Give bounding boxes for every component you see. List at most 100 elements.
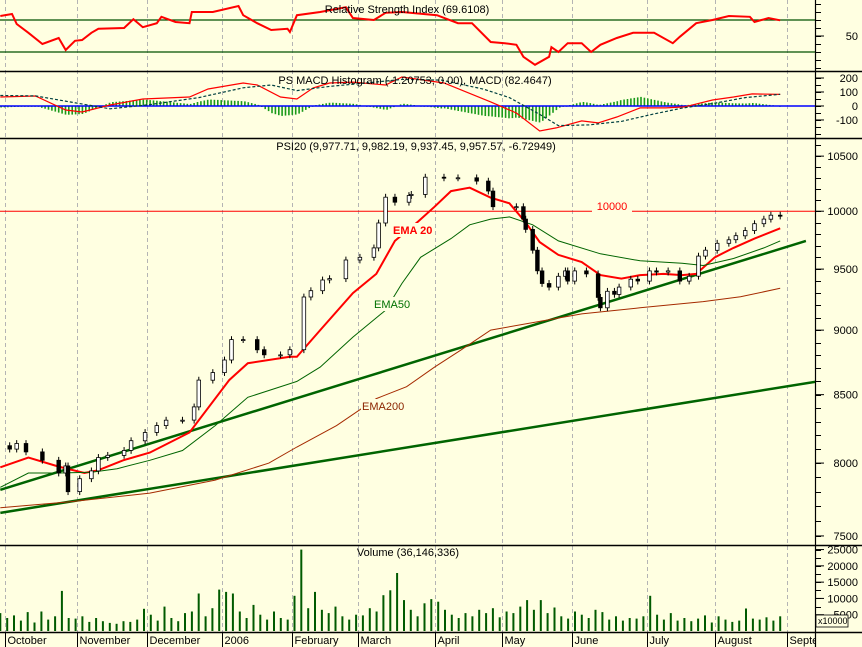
macd-title: PS MACD Histogram (-1.20753, 0.00), MACD…: [278, 75, 551, 87]
macd-histogram-bar: [437, 106, 439, 108]
macd-histogram-bar: [589, 103, 592, 106]
candle-body: [14, 443, 19, 450]
volume-bar: [608, 619, 611, 631]
candle-body: [287, 349, 293, 356]
volume-bar: [450, 614, 453, 631]
macd-histogram-bar: [322, 103, 324, 106]
macd-histogram-bar: [521, 106, 524, 119]
volume-bar: [662, 619, 665, 631]
volume-bar: [765, 617, 768, 631]
macd-histogram-bar: [301, 106, 304, 112]
ema200-line: [0, 287, 781, 509]
macd-histogram-bar: [200, 101, 202, 106]
macd-histogram-bar: [233, 100, 236, 106]
volume-bar: [437, 601, 440, 631]
month-label: September: [790, 635, 844, 647]
macd-histogram-bar: [508, 106, 510, 119]
macd-histogram-bar: [0, 106, 2, 108]
volume-bar: [307, 608, 310, 631]
candle: [778, 211, 783, 220]
volume-bar: [382, 595, 385, 631]
macd-histogram-bar: [108, 102, 111, 106]
volume-bar: [81, 616, 84, 631]
candle: [14, 440, 19, 453]
ema20-label-bg: [391, 223, 435, 237]
candle: [556, 272, 561, 291]
candle: [715, 239, 720, 254]
candle: [278, 351, 283, 359]
candle: [752, 220, 757, 234]
candle: [677, 267, 682, 285]
candle-body: [572, 270, 577, 282]
macd-histogram-bar: [389, 106, 392, 109]
macd-histogram-bar: [650, 99, 652, 106]
macd-histogram-bar: [196, 102, 199, 106]
level-10000-label: 10000: [597, 201, 628, 213]
candle-body: [441, 176, 447, 179]
volume-bar: [279, 618, 282, 631]
macd-histogram-bar: [284, 106, 287, 116]
candle-body: [556, 275, 561, 288]
macd-histogram-bar: [464, 106, 466, 113]
candle-body: [474, 177, 479, 182]
volume-bar: [348, 619, 351, 631]
macd-histogram-bar: [352, 103, 354, 106]
macd-histogram-bar: [609, 102, 612, 106]
candle: [546, 280, 552, 291]
macd-histogram-bar: [183, 103, 185, 106]
macd-histogram-bar: [748, 103, 751, 106]
candle-body: [121, 450, 127, 456]
candle: [605, 287, 610, 312]
volume-bar: [491, 608, 494, 631]
volume-bar: [355, 614, 358, 631]
macd-histogram-bar: [274, 106, 277, 115]
price-tick-label: 9000: [834, 325, 858, 337]
candle-body: [612, 290, 617, 295]
candle: [357, 253, 363, 264]
candle-body: [635, 278, 640, 282]
macd-histogram-bar: [515, 106, 517, 118]
candle-body: [423, 176, 428, 195]
volume-bar: [574, 611, 576, 631]
macd-tick-label: -100: [836, 115, 858, 127]
candle: [455, 174, 461, 182]
candle-body: [40, 451, 45, 461]
volume-bar: [33, 622, 36, 631]
macd-histogram-bar: [78, 106, 80, 115]
macd-histogram-bar: [606, 103, 608, 106]
macd-histogram-bar: [643, 97, 646, 106]
macd-histogram-bar: [162, 101, 165, 106]
macd-histogram-bar: [220, 100, 222, 106]
macd-histogram-bar: [552, 106, 554, 113]
volume-bar: [532, 609, 535, 631]
macd-histogram-bar: [264, 106, 266, 110]
macd-histogram-bar: [677, 104, 680, 106]
volume-bar: [6, 618, 9, 631]
month-label: February: [295, 635, 340, 647]
volume-bar: [115, 623, 118, 631]
candle-body: [65, 465, 71, 493]
volume-bar: [108, 622, 111, 631]
candle-body: [278, 354, 283, 357]
macd-histogram-bar: [721, 102, 724, 106]
macd-histogram-bar: [511, 106, 514, 119]
volume-bar: [738, 620, 741, 631]
candle: [65, 462, 71, 496]
volume-bar: [704, 615, 706, 631]
candle: [726, 236, 732, 247]
macd-histogram-bar: [149, 100, 151, 106]
macd-histogram-bar: [545, 106, 547, 119]
macd-histogram-bar: [660, 101, 663, 106]
volume-bar: [286, 619, 289, 631]
macd-histogram-bar: [548, 106, 551, 116]
candle-body: [261, 349, 267, 356]
macd-histogram-bar: [247, 102, 250, 106]
macd-histogram-bar: [95, 106, 97, 109]
macd-histogram-bar: [450, 106, 453, 110]
macd-histogram-bar: [467, 106, 470, 113]
candle: [7, 442, 12, 453]
macd-histogram-bar: [433, 106, 436, 108]
month-label: October: [8, 635, 47, 647]
candle: [121, 447, 127, 459]
trendline: [0, 380, 815, 515]
